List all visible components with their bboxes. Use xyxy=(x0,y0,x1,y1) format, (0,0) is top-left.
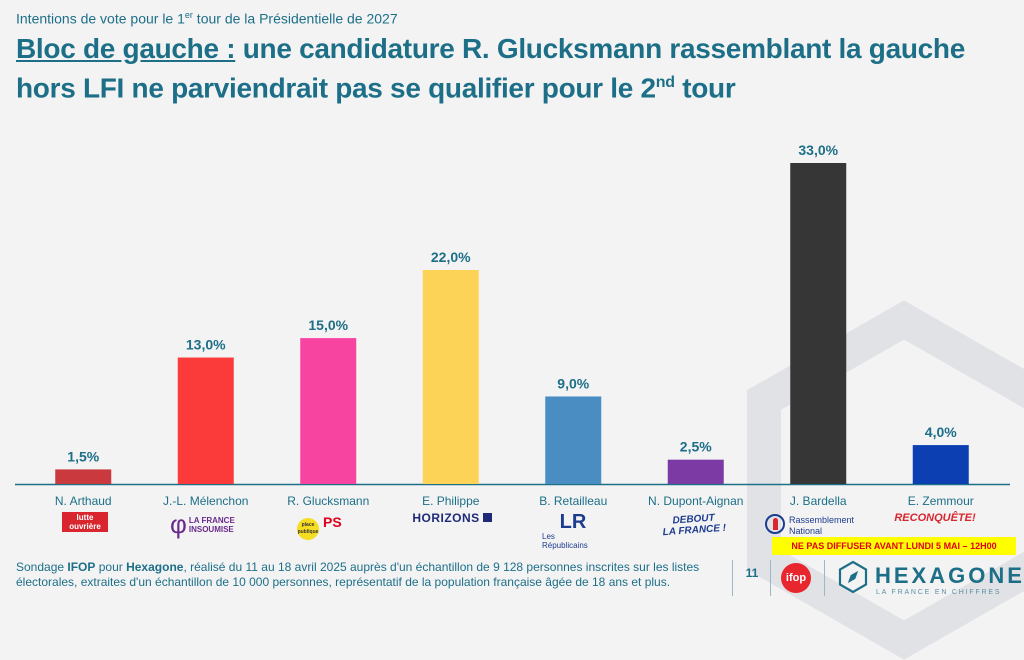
title-lead: Bloc de gauche : xyxy=(16,33,236,64)
hexagone-tagline: LA FRANCE EN CHIFFRES xyxy=(876,589,1002,596)
les-republicains-logo: LR Les Républicains xyxy=(542,511,588,550)
horizons-logo: HORIZONS xyxy=(402,511,502,525)
category-label: J.-L. Mélenchon xyxy=(163,494,248,508)
embargo-banner: NE PAS DIFFUSER AVANT LUNDI 5 MAI – 12H0… xyxy=(772,537,1016,555)
bar xyxy=(177,357,234,484)
category-label: E. Zemmour xyxy=(908,494,974,508)
bar-chart: 1,5% N. Arthaud 13,0% J.-L. Mélenchon 15,0% R… xyxy=(15,142,1010,508)
place-publique-ps-logo: place publique PS xyxy=(297,514,357,540)
source-note: Sondage IFOP pour Hexagone, réalisé du 1… xyxy=(16,560,700,589)
flame-icon xyxy=(765,514,785,534)
bar-value-label: 1,5% xyxy=(67,448,99,464)
category-label: N. Arthaud xyxy=(55,494,112,508)
lutte-ouvriere-logo: lutte ouvrière xyxy=(62,512,108,532)
bar-value-label: 15,0% xyxy=(308,317,348,333)
chart-subtitle: Intentions de vote pour le 1er tour de l… xyxy=(16,10,398,27)
bar xyxy=(422,270,479,484)
page-number: 11 xyxy=(745,566,759,580)
lfi-logo: φ LA FRANCE INSOUMISE xyxy=(170,509,235,539)
divider xyxy=(732,560,733,596)
category-label: R. Glucksmann xyxy=(287,494,369,508)
debout-la-france-logo: DEBOUT LA FRANCE ! xyxy=(662,512,727,539)
bar xyxy=(912,445,969,484)
category-label: J. Bardella xyxy=(790,494,847,508)
ifop-logo: ifop xyxy=(781,563,811,593)
bar-value-label: 13,0% xyxy=(186,337,226,353)
divider xyxy=(770,560,771,596)
category-label: E. Philippe xyxy=(422,494,480,508)
reconquete-logo: RECONQUÊTE! xyxy=(894,512,976,524)
bar-value-label: 4,0% xyxy=(925,424,957,440)
rassemblement-national-logo: Rassemblement National xyxy=(765,512,875,542)
bar-value-label: 22,0% xyxy=(431,249,471,265)
bar xyxy=(667,459,724,484)
bar xyxy=(300,338,357,484)
category-label: N. Dupont-Aignan xyxy=(648,494,743,508)
bar-value-label: 33,0% xyxy=(798,142,838,158)
bar xyxy=(545,396,602,484)
chart-title: Bloc de gauche : une candidature R. Gluc… xyxy=(16,33,965,104)
bar xyxy=(55,469,112,484)
category-label: B. Retailleau xyxy=(539,494,607,508)
bar-value-label: 2,5% xyxy=(680,439,712,455)
bar-value-label: 9,0% xyxy=(557,375,589,391)
hexagone-brand: HEXAGONE xyxy=(875,563,1024,588)
divider xyxy=(824,560,825,596)
hexagone-compass-icon xyxy=(838,560,868,594)
bar xyxy=(790,163,847,484)
